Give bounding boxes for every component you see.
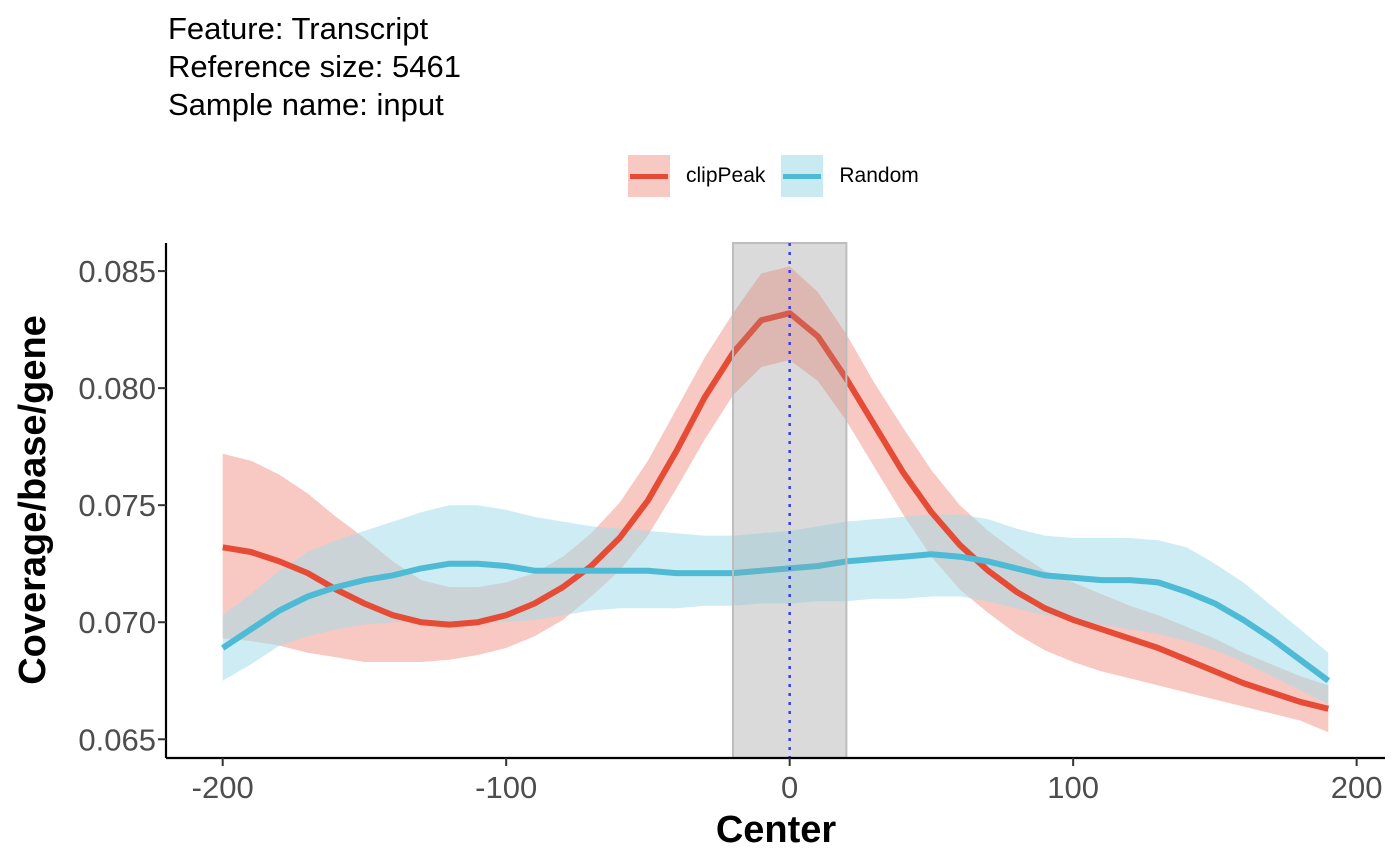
y-tick-label: 0.080 [78, 371, 156, 406]
y-tick-label: 0.075 [78, 488, 156, 523]
x-tick-label: 200 [1331, 770, 1383, 805]
x-tick-label: 0 [781, 770, 798, 805]
legend-label-random: Random [839, 164, 919, 187]
y-tick-label: 0.070 [78, 605, 156, 640]
title-line-sample-name: Sample name: input [168, 87, 444, 122]
y-tick-label: 0.085 [78, 254, 156, 289]
x-axis-title: Center [716, 809, 837, 851]
legend-item-random[interactable]: Random [781, 155, 919, 197]
y-axis-title: Coverage/base/gene [12, 315, 54, 685]
title-line-reference-size: Reference size: 5461 [168, 49, 461, 84]
series-line-random [221, 551, 1331, 684]
x-tick-label: -200 [192, 770, 254, 805]
legend: clipPeak Random [628, 154, 935, 198]
legend-key-clippeak [628, 155, 670, 197]
legend-label-clippeak: clipPeak [686, 164, 766, 187]
legend-line-clippeak [630, 174, 668, 179]
legend-item-clippeak[interactable]: clipPeak [628, 155, 765, 197]
confidence-band-random [222, 505, 1329, 705]
y-tick-label: 0.065 [78, 722, 156, 757]
series-line-clippeak [222, 310, 1330, 712]
x-tick-label: -100 [475, 770, 537, 805]
x-tick-label: 100 [1047, 770, 1099, 805]
legend-key-random [781, 155, 824, 197]
title-line-feature: Feature: Transcript [168, 11, 429, 46]
highlight-region-outline [731, 242, 848, 759]
legend-line-random [783, 174, 822, 179]
